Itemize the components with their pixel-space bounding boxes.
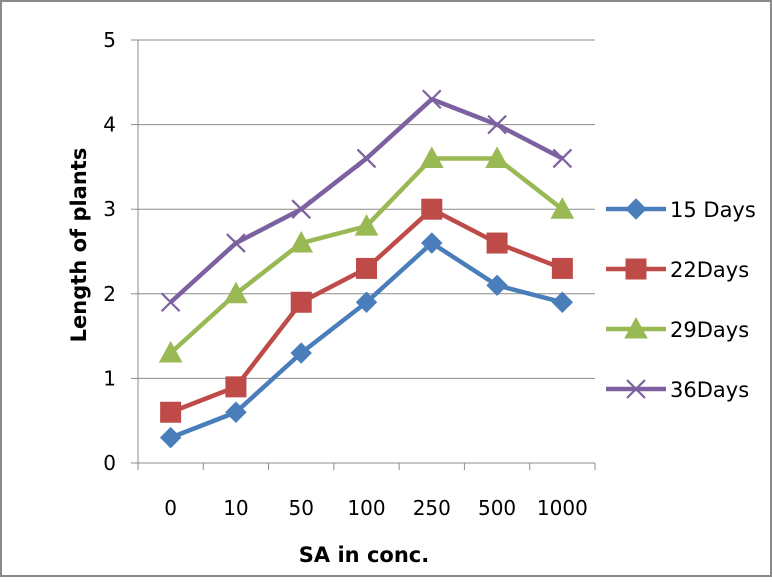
legend-item: 15 Days	[606, 198, 756, 222]
data-point	[224, 281, 248, 304]
data-point	[486, 232, 508, 254]
series-4	[160, 89, 573, 313]
legend-marker	[626, 379, 646, 399]
y-tick-label: 5	[103, 28, 116, 52]
x-marker-stroke	[356, 148, 377, 169]
y-tick-label: 4	[103, 113, 116, 137]
legend-item: 22Days	[606, 258, 749, 282]
y-tick-label: 3	[103, 197, 116, 221]
data-point	[158, 340, 183, 363]
legend-label: 29Days	[670, 318, 749, 342]
data-point	[290, 342, 312, 364]
legend-marker	[625, 198, 647, 220]
x-tick-label: 10	[223, 496, 248, 520]
data-point	[419, 146, 444, 168]
x-tick-label: 250	[413, 496, 451, 520]
data-point	[289, 231, 314, 253]
legend-label: 36Days	[670, 378, 749, 402]
data-point	[160, 292, 181, 313]
x-marker-stroke	[160, 292, 181, 313]
data-point	[355, 291, 378, 313]
data-point	[159, 426, 182, 449]
series-1	[159, 232, 574, 449]
data-point	[551, 257, 573, 279]
data-point	[356, 148, 377, 169]
data-point	[225, 401, 247, 423]
legend-label: 15 Days	[670, 198, 756, 222]
x-marker-stroke	[291, 199, 311, 219]
data-point	[356, 257, 377, 279]
data-point	[225, 376, 247, 398]
y-tick-label: 1	[103, 366, 116, 390]
x-tick-label: 1000	[537, 496, 588, 520]
data-point	[421, 198, 443, 220]
x-marker-stroke	[422, 89, 442, 109]
data-point	[552, 148, 573, 169]
x-marker-stroke	[487, 114, 507, 135]
x-tick-label: 50	[288, 496, 313, 520]
data-point	[354, 214, 379, 236]
data-point	[486, 274, 508, 297]
data-point	[160, 401, 182, 423]
x-tick-label: 0	[164, 496, 177, 520]
series-2	[160, 198, 573, 423]
x-axis-title: SA in conc.	[299, 543, 429, 567]
legend-item: 36Days	[606, 378, 749, 402]
x-marker-stroke	[552, 148, 573, 169]
data-point	[291, 199, 311, 219]
y-axis-title: Length of plants	[67, 148, 91, 343]
series-lines	[158, 89, 575, 449]
data-point	[485, 146, 509, 168]
legend-marker	[624, 316, 648, 339]
legend-marker	[625, 258, 647, 280]
y-tick-label: 0	[103, 451, 116, 475]
data-point	[551, 291, 574, 313]
legend: 15 Days 22Days 29Days 36Days	[606, 198, 756, 402]
x-marker-stroke	[626, 379, 646, 399]
data-point	[487, 114, 507, 135]
x-tick-label: 100	[347, 496, 385, 520]
data-point	[226, 233, 246, 253]
legend-label: 22Days	[670, 258, 749, 282]
data-point	[550, 197, 575, 219]
data-point	[422, 89, 442, 109]
data-point	[421, 232, 443, 254]
legend-item: 29Days	[606, 316, 749, 342]
gridlines	[138, 39, 595, 379]
x-marker-stroke	[226, 233, 246, 253]
series-3	[158, 146, 575, 363]
data-point	[290, 291, 312, 313]
y-tick-label: 2	[103, 282, 116, 306]
x-tick-label: 500	[478, 496, 516, 520]
